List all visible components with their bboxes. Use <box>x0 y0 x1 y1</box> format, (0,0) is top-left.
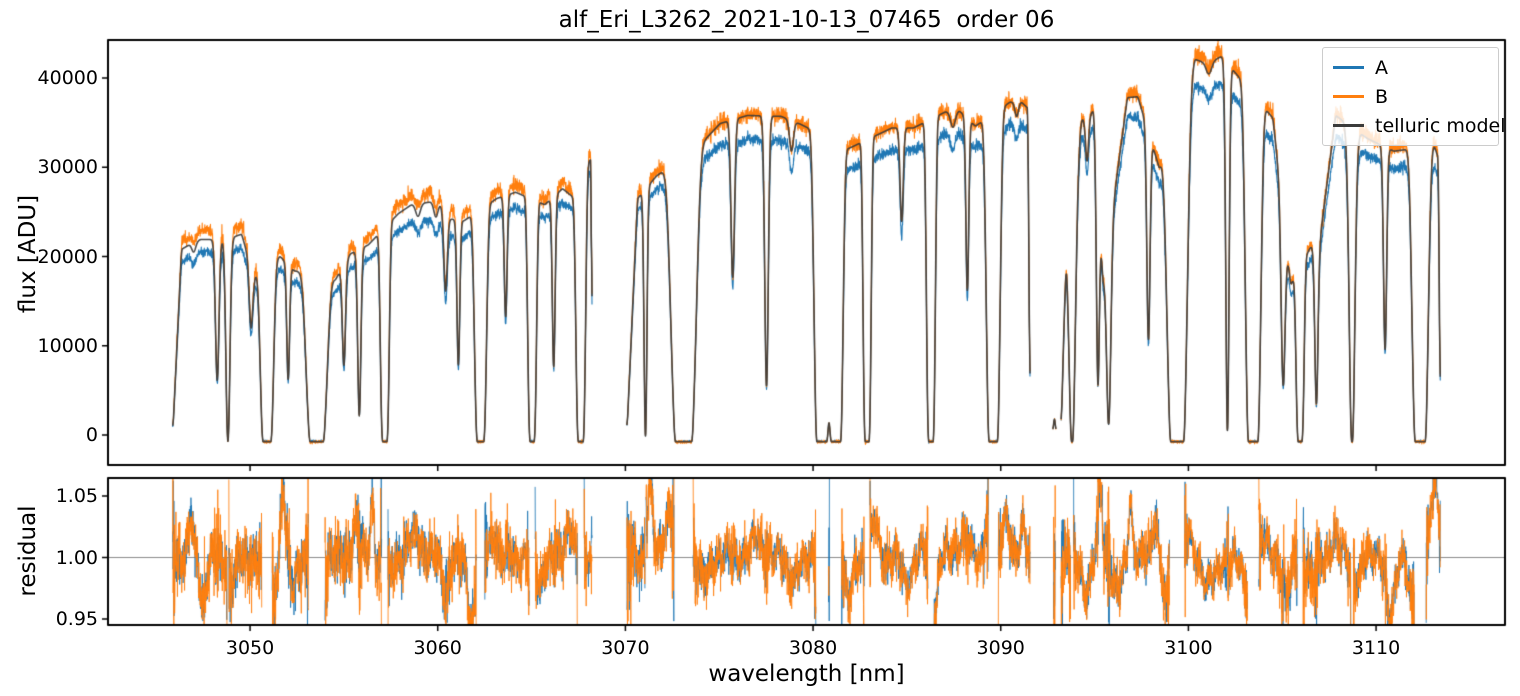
flux-y-tick-label: 20000 <box>37 245 98 268</box>
legend-entry-telluric-model: telluric model <box>1323 111 1505 140</box>
x-tick-label: 3050 <box>225 637 275 659</box>
x-tick-label: 3080 <box>788 637 838 659</box>
legend-entry-B: B <box>1323 82 1498 111</box>
residual-y-tick-label: 0.95 <box>55 608 98 630</box>
flux-y-tick-label: 0 <box>85 424 98 446</box>
residual-y-tick-label: 1.00 <box>55 546 98 569</box>
x-axis-label: wavelength [nm] <box>708 661 905 687</box>
flux-y-tick-label: 10000 <box>37 334 98 357</box>
legend-label-A: A <box>1375 56 1388 79</box>
x-tick-label: 3060 <box>413 637 462 659</box>
legend-entry-A: A <box>1323 53 1498 82</box>
flux-y-tick-label: 40000 <box>37 67 98 89</box>
legend: A B telluric model <box>1322 47 1505 146</box>
x-tick-label: 3090 <box>976 637 1025 659</box>
figure-title: alf_Eri_L3262_2021-10-13_07465 order 06 <box>558 7 1055 33</box>
legend-label-telluric: telluric model <box>1375 114 1506 137</box>
legend-line-A-icon <box>1333 66 1364 69</box>
legend-label-B: B <box>1375 85 1389 108</box>
legend-line-B-icon <box>1333 95 1364 98</box>
x-tick-label: 3100 <box>1164 637 1213 659</box>
x-tick-label: 3110 <box>1351 637 1401 659</box>
residual-y-tick-label: 1.05 <box>55 485 98 507</box>
flux-y-tick-label: 30000 <box>37 156 98 179</box>
legend-line-telluric-icon <box>1333 124 1364 127</box>
x-tick-label: 3070 <box>601 637 650 659</box>
